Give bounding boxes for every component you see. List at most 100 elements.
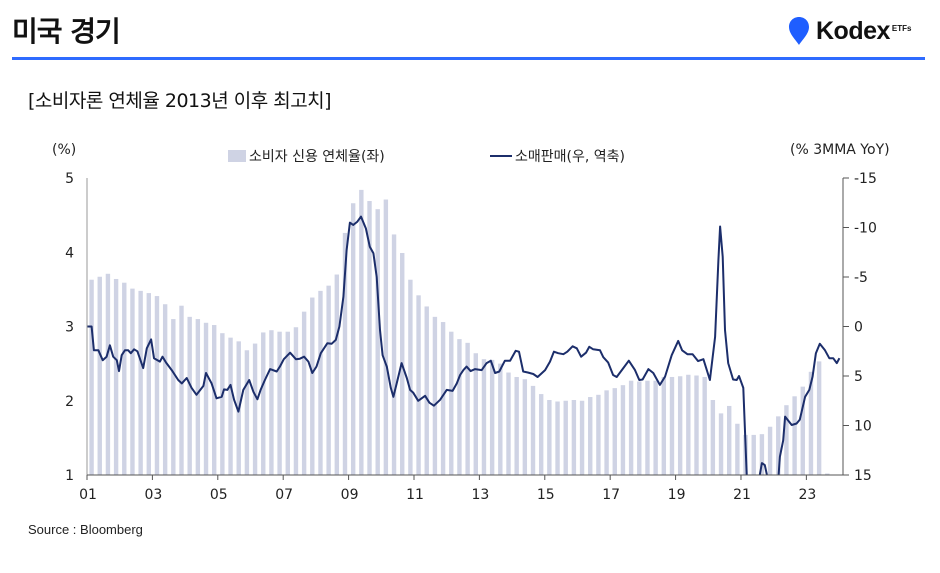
logo-sup: ETFs xyxy=(891,24,912,33)
bar xyxy=(187,316,192,475)
bar xyxy=(424,306,429,475)
left-tick-label: 2 xyxy=(65,394,74,410)
bar xyxy=(359,189,364,475)
bar xyxy=(669,376,675,475)
bar xyxy=(293,327,299,475)
bar xyxy=(620,385,626,475)
bar xyxy=(571,400,577,475)
bar xyxy=(375,209,380,475)
bar xyxy=(628,380,634,475)
bar xyxy=(759,434,765,475)
bar xyxy=(465,342,470,475)
bar xyxy=(179,305,184,475)
bar xyxy=(449,331,454,475)
bar xyxy=(310,297,315,475)
source-note: Source : Bloomberg xyxy=(28,522,143,537)
bar xyxy=(318,290,323,475)
left-tick-label: 1 xyxy=(65,468,74,484)
bar xyxy=(718,413,724,475)
bar xyxy=(138,290,143,475)
right-tick-label: -5 xyxy=(854,270,868,286)
bar xyxy=(530,385,536,475)
bar xyxy=(203,322,209,475)
bar xyxy=(211,325,217,475)
bar xyxy=(596,394,601,475)
bar xyxy=(612,388,617,475)
legend-label: 소비자 신용 연체율(좌) xyxy=(249,149,385,165)
bar xyxy=(130,288,135,475)
bar xyxy=(342,232,348,475)
bar xyxy=(277,331,282,475)
bar xyxy=(776,416,781,475)
bar xyxy=(604,390,609,475)
x-tick-label: 15 xyxy=(537,487,555,503)
bar xyxy=(489,359,495,475)
bar xyxy=(677,376,683,475)
bar xyxy=(440,322,446,475)
legend-swatch-line xyxy=(490,155,512,157)
bar xyxy=(579,400,585,475)
bar xyxy=(154,296,160,475)
bar xyxy=(391,234,397,475)
bar xyxy=(269,330,274,475)
bar xyxy=(350,203,356,475)
x-tick-label: 23 xyxy=(798,487,816,503)
x-tick-label: 17 xyxy=(602,487,620,503)
bar xyxy=(661,376,667,475)
bar xyxy=(473,353,478,475)
right-tick-label: 10 xyxy=(854,419,872,435)
bar xyxy=(538,394,544,475)
bar xyxy=(727,405,732,475)
bar xyxy=(498,363,503,475)
right-axis-unit: (% 3MMA YoY) xyxy=(790,142,890,158)
x-tick-label: 07 xyxy=(275,487,293,503)
right-tick-label: 15 xyxy=(854,468,872,484)
bar xyxy=(563,400,568,475)
x-tick-label: 05 xyxy=(210,487,228,503)
right-tick-label: 5 xyxy=(854,369,863,385)
bar xyxy=(113,278,119,475)
bar xyxy=(301,311,307,475)
bar xyxy=(514,376,519,475)
bar xyxy=(637,381,642,475)
bar xyxy=(220,333,225,475)
chart-title: [소비자론 연체율 2013년 이후 최고치] xyxy=(28,90,332,112)
legend-label: 소매판매(우, 역축) xyxy=(515,149,625,165)
bar xyxy=(367,201,372,475)
bar xyxy=(252,343,258,475)
bar xyxy=(481,359,487,475)
bar xyxy=(122,282,127,475)
bar xyxy=(171,319,176,475)
right-tick-label: 0 xyxy=(854,320,863,336)
x-tick-label: 21 xyxy=(733,487,751,503)
logo-text: Kodex xyxy=(816,17,890,45)
legend-item-line: 소매판매(우, 역축) xyxy=(490,146,625,166)
bar xyxy=(506,372,511,475)
bar xyxy=(800,386,805,475)
bar xyxy=(645,380,650,475)
bar xyxy=(792,396,797,475)
bar xyxy=(416,295,421,475)
bar xyxy=(522,379,528,475)
left-tick-label: 4 xyxy=(65,245,74,261)
kodex-logo: Kodex ETFs xyxy=(788,16,911,46)
bar xyxy=(694,375,699,475)
bar xyxy=(816,361,822,475)
bar xyxy=(228,337,233,475)
bar xyxy=(383,199,389,475)
bar xyxy=(326,285,331,475)
bar xyxy=(244,350,250,475)
x-tick-label: 11 xyxy=(406,487,424,503)
left-axis-unit: (%) xyxy=(52,142,77,158)
bar xyxy=(686,374,691,475)
bar xyxy=(195,319,201,475)
x-tick-label: 09 xyxy=(341,487,359,503)
right-tick-label: -15 xyxy=(854,171,877,187)
page-title: 미국 경기 xyxy=(12,15,121,48)
bar-series xyxy=(89,189,830,475)
right-tick-label: -10 xyxy=(854,221,877,237)
bar xyxy=(702,376,707,475)
legend-swatch-bar xyxy=(228,150,246,162)
x-tick-label: 13 xyxy=(471,487,489,503)
